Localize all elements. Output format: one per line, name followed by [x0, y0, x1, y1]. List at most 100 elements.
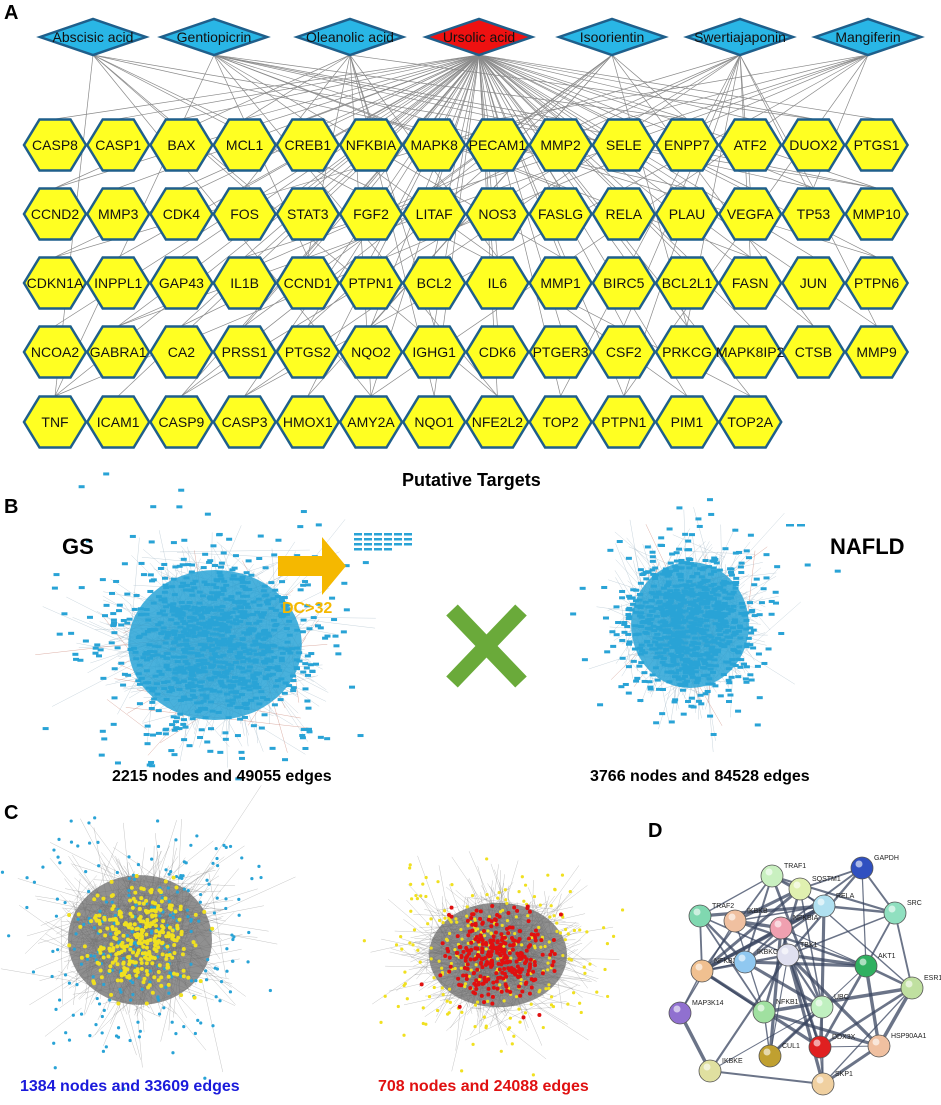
network-node [122, 1087, 126, 1091]
network-node [153, 901, 158, 906]
network-node [147, 589, 154, 593]
network-node [54, 1007, 58, 1011]
network-edge [44, 1007, 82, 1037]
target-label: VEGFA [727, 206, 774, 222]
network-node [67, 912, 72, 917]
network-node [134, 927, 139, 932]
network-node [618, 685, 625, 689]
network-node [441, 920, 445, 925]
network-node [429, 917, 433, 921]
network-node [172, 565, 179, 569]
network-node [136, 862, 141, 867]
network-node [207, 559, 214, 563]
target-label: TP53 [797, 206, 831, 222]
network-node [772, 590, 779, 594]
network-node [309, 669, 316, 673]
network-node [470, 922, 475, 927]
network-node [157, 930, 162, 935]
network-node [685, 699, 692, 703]
target-label: PECAM1 [469, 137, 527, 153]
network-node [682, 532, 689, 536]
network-edge [498, 1007, 552, 1012]
network-node [834, 569, 841, 573]
isolated-node [374, 538, 382, 541]
network-node [110, 722, 117, 726]
network-node [150, 733, 157, 737]
network-node [178, 907, 183, 912]
network-node [122, 969, 127, 974]
network-node [105, 926, 110, 931]
network-node [202, 909, 207, 914]
network-node [137, 1035, 141, 1039]
network-node [625, 617, 632, 621]
network-node [647, 685, 654, 689]
target-label: PTPN1 [348, 275, 393, 291]
network-node [499, 1049, 503, 1053]
network-node [232, 554, 239, 558]
network-node [747, 533, 754, 537]
target-label: NFE2L2 [472, 414, 524, 430]
target-label: ENPP7 [664, 137, 710, 153]
target-label: SELE [606, 137, 642, 153]
network-node [145, 972, 150, 977]
network-node [466, 933, 471, 938]
target-node: PLAU [654, 187, 720, 241]
network-node [310, 616, 317, 620]
network-node [115, 978, 120, 983]
network-edge [208, 872, 227, 979]
network-node [269, 746, 276, 750]
network-node [717, 694, 724, 698]
network-node [138, 561, 145, 565]
target-node: BCL2L1 [654, 256, 720, 310]
network-node [473, 983, 478, 988]
isolated-node [394, 543, 402, 546]
network-node [486, 999, 490, 1003]
compound-node: Mangiferin [811, 17, 925, 57]
network-node [539, 945, 543, 949]
network-node [229, 568, 236, 572]
isolated-node [786, 524, 794, 527]
network-node [748, 678, 755, 682]
network-node [566, 932, 570, 936]
network-node [193, 943, 198, 948]
network-node [602, 616, 609, 620]
network-node [736, 550, 743, 554]
network-node [32, 880, 37, 884]
network-node [461, 973, 466, 978]
network-node [129, 938, 134, 943]
network-node [167, 925, 172, 930]
network-node [217, 750, 224, 754]
network-node [172, 720, 179, 724]
network-node [56, 632, 63, 636]
network-edge [24, 883, 97, 954]
network-node [51, 949, 55, 953]
network-node [103, 933, 108, 938]
target-hexagon [844, 187, 910, 241]
target-label: GAP43 [159, 275, 204, 291]
network-node [531, 969, 536, 974]
network-node [578, 928, 582, 932]
network-node [164, 985, 168, 989]
target-label: CTSB [795, 344, 832, 360]
network-node [728, 573, 735, 577]
network-node [261, 713, 268, 717]
network-node [164, 868, 168, 872]
network-node [97, 864, 101, 868]
network-node [138, 924, 142, 928]
network-node [61, 612, 68, 616]
target-node: LITAF [401, 187, 467, 241]
network-node [654, 678, 661, 682]
network-node [502, 999, 506, 1003]
network-node [409, 882, 413, 886]
network-node [712, 684, 719, 688]
network-node [446, 949, 451, 954]
network-node [483, 962, 488, 967]
network-node [669, 552, 676, 556]
network-node [747, 673, 754, 677]
network-node [549, 904, 553, 908]
network-node [196, 1018, 200, 1023]
target-node: CREB1 [275, 118, 341, 172]
network-node [625, 665, 632, 669]
network-node [144, 952, 149, 957]
network-node [609, 630, 616, 634]
